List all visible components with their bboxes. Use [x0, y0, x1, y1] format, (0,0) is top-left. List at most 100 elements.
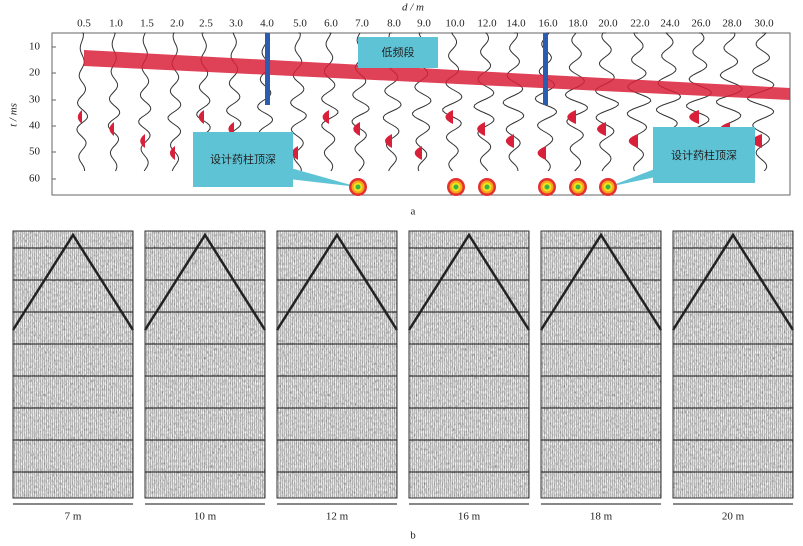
x-tick-label: 1.5: [140, 18, 154, 30]
frame: [144, 230, 266, 499]
x-tick-label: 22.0: [630, 18, 650, 30]
trace-lobe: [567, 110, 576, 124]
callout-label: 设计药柱顶深: [671, 148, 737, 162]
callout-pointer: [280, 165, 358, 187]
x-tick-label: 4.0: [260, 18, 274, 30]
x-tick-label: 6.0: [324, 18, 338, 30]
x-tick-label: 30.0: [754, 18, 774, 30]
charge-ring: [355, 184, 361, 190]
frame: [276, 230, 398, 499]
trace-lobe: [109, 122, 114, 136]
trace-lines: [409, 231, 529, 498]
trace-lines: [145, 231, 265, 498]
first-arrival: [539, 232, 663, 331]
x-tick-label: 1.0: [109, 18, 123, 30]
panel-label: 18 m: [590, 511, 613, 523]
y-tick-label: 20: [29, 67, 41, 79]
trace-lines: [13, 231, 133, 498]
first-arrival: [407, 232, 531, 331]
panel-label: 7 m: [65, 511, 82, 523]
trace: [442, 32, 463, 172]
trace: [747, 32, 775, 172]
charge-ring: [484, 184, 490, 190]
x-tick-label: 9.0: [417, 18, 431, 30]
frame: [672, 230, 794, 499]
trace-lines: [673, 231, 793, 498]
x-tick-label: 28.0: [722, 18, 742, 30]
trace-lobe: [537, 146, 546, 160]
frame: [12, 230, 134, 499]
low-frequency-band: [84, 50, 790, 100]
trace-lobe: [169, 146, 175, 160]
callout-box: [193, 132, 293, 187]
x-tick-label: 5.0: [293, 18, 307, 30]
x-tick-label: 18.0: [568, 18, 588, 30]
x-tick-label: 10.0: [445, 18, 465, 30]
charge-markers: [349, 178, 617, 196]
trace: [473, 32, 495, 172]
first-arrival: [11, 232, 135, 331]
trace-lobe: [77, 110, 82, 124]
trace: [564, 32, 588, 172]
trace-lobe: [505, 134, 514, 148]
trace-lobe: [597, 122, 606, 136]
trace-lobe: [322, 110, 329, 124]
trace: [502, 32, 525, 172]
trace-lobe: [477, 122, 485, 136]
x-tick-label: 26.0: [691, 18, 711, 30]
trace: [167, 32, 182, 172]
panel-label: 10 m: [194, 511, 217, 523]
trace-lobe: [353, 122, 360, 136]
frame: [540, 230, 662, 499]
y-tick-label: 60: [29, 173, 41, 185]
trace: [76, 32, 89, 172]
x-tick-label: 16.0: [538, 18, 558, 30]
panel-label: 12 m: [326, 511, 349, 523]
first-arrival: [143, 232, 267, 331]
gather-panel: [143, 230, 267, 505]
x-tick-label: 3.0: [229, 18, 243, 30]
y-tick-label: 30: [29, 94, 41, 106]
callout-box: [653, 127, 755, 183]
panel-caption: b: [410, 530, 416, 542]
trace-lobe: [689, 110, 699, 124]
x-tick-label: 20.0: [598, 18, 618, 30]
y-tick-label: 10: [29, 41, 41, 53]
x-tick-label: 24.0: [660, 18, 680, 30]
callout-pointer: [608, 165, 665, 187]
trace-lobe: [414, 146, 422, 160]
trace: [595, 32, 619, 172]
first-arrival: [275, 232, 399, 331]
marker-bar: [543, 33, 548, 105]
trace-lobe: [198, 110, 204, 124]
band-box: [358, 37, 438, 68]
x-tick-label: 14.0: [506, 18, 526, 30]
trace-lobe: [628, 134, 638, 148]
x-axis-title: d / m: [402, 2, 424, 14]
charge-ring: [575, 184, 581, 190]
charge-ring: [605, 184, 611, 190]
x-tick-label: 2.0: [170, 18, 184, 30]
trace: [321, 32, 339, 172]
panel-label: 20 m: [722, 511, 745, 523]
trace-lines: [541, 231, 661, 498]
panel-label: 16 m: [458, 511, 481, 523]
frame: [408, 230, 530, 499]
y-tick-label: 40: [29, 120, 41, 132]
x-tick-label: 8.0: [387, 18, 401, 30]
x-tick-label: 12.0: [477, 18, 497, 30]
x-tick-label: 7.0: [355, 18, 369, 30]
panel-caption: a: [411, 206, 416, 218]
gather-panel: [671, 230, 795, 505]
trace: [290, 32, 307, 172]
trace-lobe: [140, 134, 145, 148]
trace-lines: [277, 231, 397, 498]
charge-ring: [453, 184, 459, 190]
charge-ring: [544, 184, 550, 190]
x-tick-label: 0.5: [77, 18, 91, 30]
y-tick-label: 50: [29, 146, 41, 158]
band-label: 低频段: [382, 45, 415, 59]
x-tick-label: 2.5: [199, 18, 213, 30]
gather-panel: [275, 230, 399, 505]
